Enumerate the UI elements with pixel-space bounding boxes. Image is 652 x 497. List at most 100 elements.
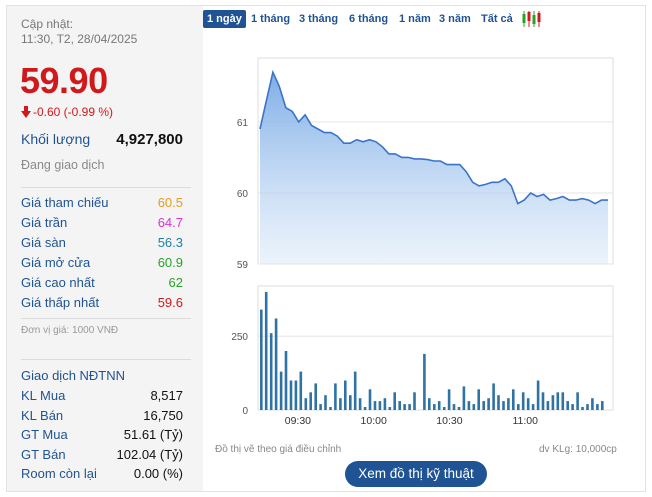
updated-label: Cập nhật: (21, 17, 74, 31)
volume-bar (531, 404, 535, 410)
volume-bar (556, 392, 560, 410)
tab-period[interactable]: 6 tháng (349, 13, 389, 25)
price-value: 60.9 (157, 255, 183, 270)
volume-bar (492, 383, 495, 410)
volume-bar (378, 401, 382, 410)
foreign-label: Room còn lại (21, 466, 97, 481)
price-value: 59.6 (157, 295, 183, 310)
volume-bar (462, 386, 466, 410)
volume-bar (546, 401, 550, 410)
volume-bar (383, 398, 387, 410)
price-change: -0.60 (-0.99 %) (33, 105, 114, 119)
volume-bar (517, 404, 520, 410)
volume-bar (601, 401, 604, 410)
tab-period[interactable]: 1 ngày (203, 10, 246, 28)
price-value: 60.5 (157, 195, 183, 210)
price-label: Giá sàn (21, 235, 66, 250)
volume-bar (274, 318, 278, 410)
volume-tick-label: 0 (242, 406, 248, 417)
divider (21, 318, 191, 319)
volume-unit-note: dv KLg: 10,000cp (539, 444, 617, 455)
volume-bar (413, 392, 416, 410)
quote-panel: Cập nhật: 11:30, T2, 28/04/2025 59.90 -0… (7, 6, 203, 491)
unit-note: Đơn vị giá: 1000 VNĐ (21, 325, 119, 336)
volume-bar (294, 380, 298, 410)
arrow-down-icon (21, 106, 31, 118)
tab-period[interactable]: 3 tháng (299, 13, 339, 25)
price-label: Giá cao nhất (21, 275, 95, 290)
price-volume-chart: 59 60 61 0 250 09:30 10:00 10:30 11:00 (231, 57, 614, 427)
volume-bar (398, 401, 401, 410)
volume-bar (526, 398, 530, 410)
volume-bar (586, 404, 589, 410)
volume-panel-frame (257, 285, 614, 411)
volume-bar (353, 371, 357, 410)
volume-bar (339, 398, 342, 410)
volume-bar (279, 371, 283, 410)
current-price: 59.90 (20, 60, 108, 101)
time-tick-label: 10:30 (436, 415, 462, 427)
foreign-value: 0.00 (%) (133, 466, 183, 481)
time-tick-label: 09:30 (285, 415, 311, 427)
price-label: Giá trần (21, 215, 68, 230)
volume-bar (324, 395, 327, 410)
volume-bar (467, 401, 471, 410)
tab-period[interactable]: 3 năm (439, 13, 471, 25)
volume-bar (437, 401, 441, 410)
volume-bar (334, 383, 337, 410)
volume-bar (433, 404, 436, 410)
volume-bar (541, 392, 545, 410)
price-tick-label: 61 (237, 118, 249, 129)
foreign-trading-title: Giao dịch NĐTNN (21, 368, 126, 383)
volume-bar (452, 404, 456, 410)
price-value: 64.7 (157, 215, 183, 230)
foreign-label: GT Mua (21, 427, 68, 442)
volume-bar (403, 404, 406, 410)
volume-bar (314, 383, 317, 410)
volume-bar (551, 395, 555, 410)
volume-bar (284, 351, 288, 410)
divider (21, 187, 191, 188)
adjusted-price-note: Đồ thị vẽ theo giá điều chỉnh (215, 444, 342, 455)
volume-bar (497, 395, 500, 410)
tab-period[interactable]: 1 năm (399, 13, 431, 25)
technical-chart-button[interactable]: Xem đồ thị kỹ thuật (345, 461, 487, 487)
volume-bar (393, 392, 396, 410)
volume-bar (596, 404, 599, 410)
volume-value: 4,927,800 (116, 131, 183, 148)
foreign-value: 102.04 (Tỷ) (116, 446, 183, 462)
foreign-value: 16,750 (143, 407, 183, 423)
price-tick-label: 60 (237, 189, 249, 200)
volume-bar (388, 407, 392, 410)
volume-bar (442, 407, 446, 410)
volume-bar (581, 407, 584, 410)
time-tick-label: 11:00 (512, 415, 538, 427)
trading-status: Đang giao dịch (21, 158, 105, 172)
volume-label: Khối lượng (21, 131, 91, 147)
volume-bar (363, 407, 367, 410)
volume-bar (482, 401, 485, 410)
candlestick-icon[interactable] (521, 10, 541, 28)
volume-bar (319, 404, 322, 410)
tab-period[interactable]: Tất cả (481, 13, 513, 25)
price-area (260, 72, 608, 264)
stock-widget: Cập nhật: 11:30, T2, 28/04/2025 59.90 -0… (6, 5, 646, 492)
tab-period[interactable]: 1 tháng (251, 13, 291, 25)
volume-bar (373, 401, 377, 410)
divider (21, 359, 191, 360)
volume-bar (457, 407, 461, 410)
volume-bar (447, 389, 451, 410)
volume-bar (561, 392, 565, 410)
volume-bar (368, 389, 372, 410)
price-line (259, 69, 608, 205)
volume-bar (304, 398, 308, 410)
volume-bar (571, 404, 574, 410)
updated-time: 11:30, T2, 28/04/2025 (21, 32, 138, 46)
volume-bar (521, 392, 525, 410)
volume-bar (428, 398, 431, 410)
volume-bar (309, 392, 312, 410)
volume-bar (260, 309, 263, 410)
foreign-label: KL Mua (21, 388, 66, 403)
foreign-label: KL Bán (21, 407, 64, 423)
foreign-value: 51.61 (Tỷ) (123, 427, 183, 442)
